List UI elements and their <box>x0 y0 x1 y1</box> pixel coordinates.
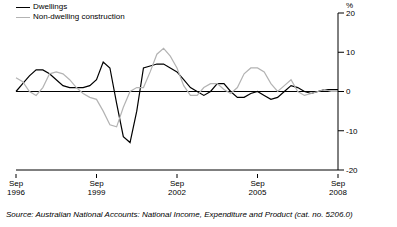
svg-text:10: 10 <box>346 48 355 57</box>
svg-text:-10: -10 <box>346 127 358 136</box>
html-text:Source: Australian National Ac: Source: Australian National Accounts: Na… <box>6 210 353 219</box>
svg-text:20: 20 <box>346 9 355 18</box>
svg-text:Sep1996: Sep1996 <box>8 179 25 197</box>
html-text:Dwellings: Dwellings <box>33 2 68 11</box>
svg-text:-20: -20 <box>346 166 358 175</box>
svg-text:Sep2002: Sep2002 <box>168 179 186 197</box>
svg-text:Sep2005: Sep2005 <box>249 179 267 197</box>
svg-text:Sep1999: Sep1999 <box>88 179 106 197</box>
svg-text:0: 0 <box>346 87 351 96</box>
svg-text:Sep2008: Sep2008 <box>329 179 347 197</box>
html-text:Non-dwelling construction: Non-dwelling construction <box>33 12 125 21</box>
